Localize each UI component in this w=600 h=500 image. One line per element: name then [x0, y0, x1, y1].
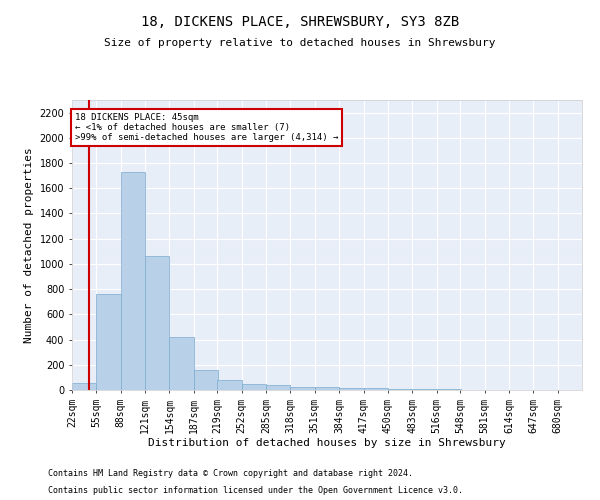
Text: Contains public sector information licensed under the Open Government Licence v3: Contains public sector information licen… — [48, 486, 463, 495]
Bar — [364, 388, 388, 390]
Bar — [217, 380, 242, 390]
Text: 18, DICKENS PLACE, SHREWSBURY, SY3 8ZB: 18, DICKENS PLACE, SHREWSBURY, SY3 8ZB — [141, 15, 459, 29]
Text: Contains HM Land Registry data © Crown copyright and database right 2024.: Contains HM Land Registry data © Crown c… — [48, 468, 413, 477]
Text: Size of property relative to detached houses in Shrewsbury: Size of property relative to detached ho… — [104, 38, 496, 48]
Y-axis label: Number of detached properties: Number of detached properties — [24, 147, 34, 343]
Bar — [266, 385, 290, 390]
Bar — [169, 337, 194, 390]
Bar — [121, 172, 145, 390]
Bar — [339, 388, 364, 390]
Bar — [315, 388, 339, 390]
Bar — [290, 387, 315, 390]
Bar — [72, 383, 97, 390]
Bar — [242, 384, 266, 390]
X-axis label: Distribution of detached houses by size in Shrewsbury: Distribution of detached houses by size … — [148, 438, 506, 448]
Bar — [388, 389, 412, 390]
Text: 18 DICKENS PLACE: 45sqm
← <1% of detached houses are smaller (7)
>99% of semi-de: 18 DICKENS PLACE: 45sqm ← <1% of detache… — [75, 112, 338, 142]
Bar — [97, 294, 121, 390]
Bar — [145, 256, 169, 390]
Bar — [194, 370, 218, 390]
